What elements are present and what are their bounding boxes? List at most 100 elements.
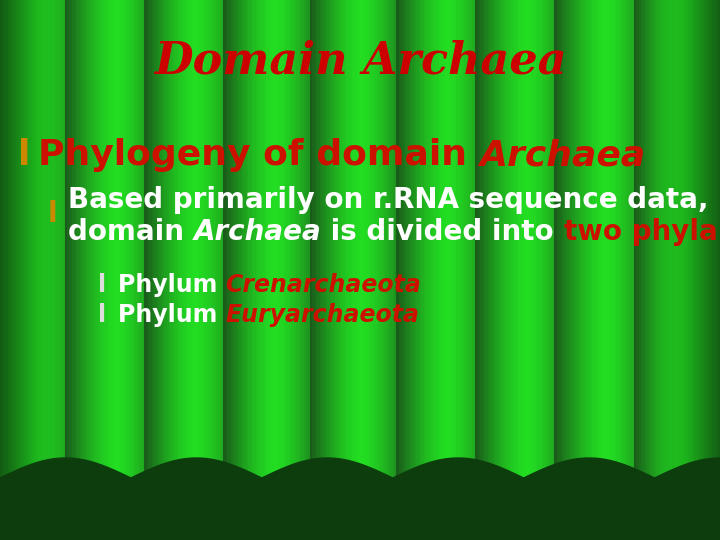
Bar <box>500 0 503 540</box>
Bar <box>704 0 706 540</box>
Bar <box>701 0 704 540</box>
Bar <box>385 0 387 540</box>
Bar <box>659 0 661 540</box>
Bar <box>108 0 110 540</box>
Bar <box>680 0 682 540</box>
Bar <box>163 0 166 540</box>
Bar <box>64 0 66 540</box>
Bar <box>668 0 670 540</box>
Bar <box>243 0 246 540</box>
Bar <box>590 0 592 540</box>
Bar <box>488 0 490 540</box>
Bar <box>411 0 413 540</box>
Bar <box>518 0 521 540</box>
Bar <box>554 0 556 540</box>
Bar <box>56 0 58 540</box>
Bar <box>41 0 44 540</box>
Bar <box>84 0 86 540</box>
Bar <box>33 0 36 540</box>
Bar <box>531 0 533 540</box>
Bar <box>454 0 456 540</box>
Bar <box>161 0 164 540</box>
Bar <box>181 0 184 540</box>
Bar <box>93 0 95 540</box>
Bar <box>666 0 668 540</box>
Bar <box>304 0 307 540</box>
Bar <box>70 0 72 540</box>
Bar <box>674 0 677 540</box>
Bar <box>6 0 8 540</box>
Bar <box>210 0 212 540</box>
Bar <box>199 0 202 540</box>
Bar <box>30 0 32 540</box>
Bar <box>202 0 204 540</box>
Bar <box>271 0 274 540</box>
Bar <box>625 0 627 540</box>
Bar <box>4 0 6 540</box>
Bar <box>24 0 26 540</box>
Bar <box>169 0 172 540</box>
Bar <box>68 0 71 540</box>
Bar <box>433 0 436 540</box>
Bar <box>477 0 480 540</box>
Bar <box>264 0 266 540</box>
Bar <box>556 0 559 540</box>
Bar <box>413 0 416 540</box>
Bar <box>355 0 357 540</box>
Bar <box>662 0 664 540</box>
Text: domain: domain <box>68 218 194 246</box>
Bar <box>605 0 607 540</box>
Bar <box>475 0 478 540</box>
Bar <box>467 0 469 540</box>
Bar <box>110 0 112 540</box>
Bar <box>575 0 577 540</box>
Bar <box>373 0 375 540</box>
Bar <box>671 0 674 540</box>
Bar <box>684 0 687 540</box>
Bar <box>446 0 449 540</box>
Bar <box>302 0 304 540</box>
Bar <box>449 0 451 540</box>
Bar <box>248 0 251 540</box>
Bar <box>541 0 544 540</box>
Bar <box>549 0 551 540</box>
Bar <box>495 0 498 540</box>
Bar <box>687 0 689 540</box>
Bar <box>490 0 492 540</box>
Bar <box>49 0 51 540</box>
Bar <box>71 0 73 540</box>
Bar <box>140 0 143 540</box>
Bar <box>714 0 716 540</box>
Bar <box>289 0 291 540</box>
Bar <box>204 0 207 540</box>
Bar <box>644 0 647 540</box>
Bar <box>14 0 16 540</box>
Bar <box>225 0 228 540</box>
Bar <box>406 0 409 540</box>
Bar <box>639 0 641 540</box>
Bar <box>485 0 488 540</box>
Bar <box>315 0 317 540</box>
Bar <box>65 0 68 540</box>
Bar <box>240 0 242 540</box>
Bar <box>570 0 572 540</box>
Bar <box>692 0 694 540</box>
Bar <box>716 0 718 540</box>
Bar <box>253 0 256 540</box>
Bar <box>158 0 161 540</box>
Bar <box>403 0 406 540</box>
Bar <box>317 0 320 540</box>
Bar <box>650 0 652 540</box>
Bar <box>390 0 393 540</box>
Bar <box>408 0 410 540</box>
Bar <box>236 0 238 540</box>
Bar <box>706 0 709 540</box>
Bar <box>147 0 149 540</box>
Bar <box>12 0 14 540</box>
Bar <box>393 0 395 540</box>
Bar <box>559 0 562 540</box>
Bar <box>319 0 322 540</box>
Bar <box>399 0 401 540</box>
Bar <box>696 0 698 540</box>
Bar <box>226 0 228 540</box>
